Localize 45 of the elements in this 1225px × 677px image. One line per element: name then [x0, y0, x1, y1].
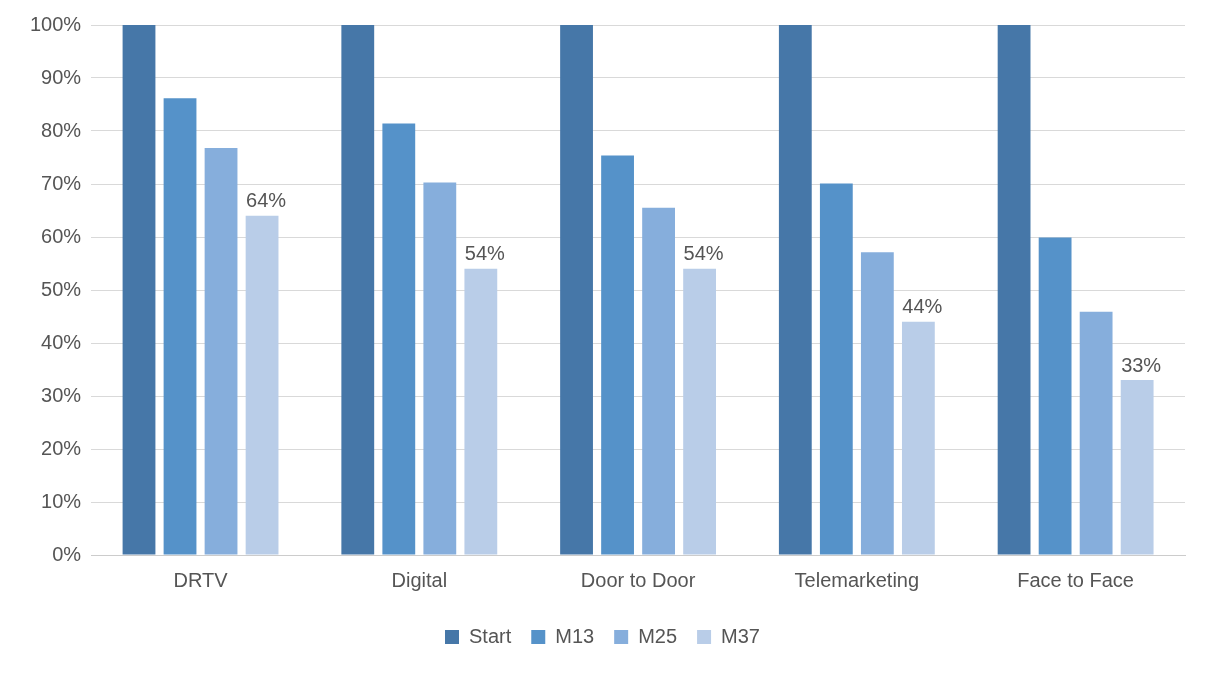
y-tick-label: 30% [41, 383, 82, 406]
y-tick-label: 100% [30, 12, 82, 35]
legend-label: M37 [721, 624, 760, 647]
bar [1038, 237, 1072, 555]
y-tick-label: 0% [52, 542, 82, 565]
data-label: 54% [464, 242, 506, 265]
bar [245, 215, 279, 555]
y-tick-label: 90% [41, 65, 82, 88]
data-label: 33% [1121, 353, 1162, 376]
y-tick-label: 20% [41, 436, 82, 459]
y-tick-label: 70% [41, 171, 82, 194]
data-label: 44% [902, 295, 943, 318]
bar [1120, 380, 1154, 555]
bar [382, 123, 416, 555]
bar [204, 147, 238, 555]
legend-label: M13 [555, 624, 595, 647]
x-tick-label: DRTV [173, 568, 229, 591]
y-tick-label: 50% [41, 277, 82, 300]
bar [778, 25, 812, 555]
data-label: 54% [683, 242, 724, 265]
y-tick-label: 10% [41, 489, 82, 512]
bar [997, 25, 1031, 555]
x-tick-label: Door to Door [580, 568, 696, 591]
x-tick-label: Face to Face [1017, 568, 1134, 591]
bar [683, 268, 717, 555]
x-tick-label: Digital [391, 568, 448, 591]
bar [642, 207, 675, 555]
legend-label: M25 [638, 624, 678, 647]
bar [860, 252, 894, 555]
bar [423, 182, 457, 555]
y-tick-label: 60% [41, 224, 82, 247]
legend-label: Start [469, 624, 512, 647]
bar [341, 25, 375, 555]
y-tick-label: 40% [41, 330, 82, 353]
bar [819, 183, 853, 555]
bar [560, 25, 593, 555]
x-tick-label: Telemarketing [794, 568, 920, 591]
y-tick-label: 80% [41, 118, 82, 141]
bar [1079, 311, 1113, 555]
bar [901, 321, 935, 555]
bar [601, 155, 634, 555]
bar [163, 98, 197, 555]
bar [122, 25, 156, 555]
bar [464, 268, 498, 555]
data-label: 64% [246, 189, 287, 212]
